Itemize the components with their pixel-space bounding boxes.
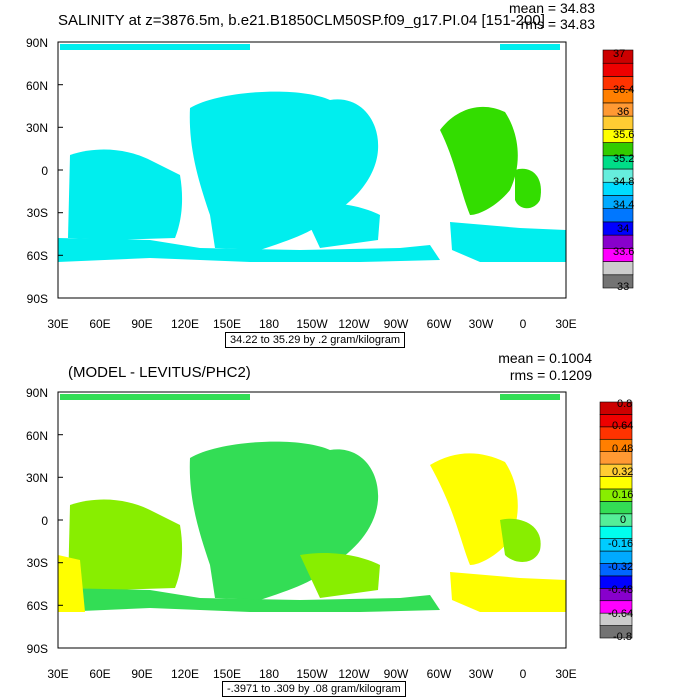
panel2-lon-label: 30W (469, 667, 494, 681)
panel1-colorbar-label: 34 (617, 223, 629, 235)
panel1-map: 90N 60N 30N 0 30S 60S 90S 30E 60E 90E 12… (26, 36, 634, 331)
panel2-colorbar-label: -0.16 (608, 538, 633, 550)
panel2-lon-label: 90E (131, 667, 152, 681)
panel2-rms: rms = 0.1209 (509, 367, 592, 383)
panel1-colorbar-label: 37 (613, 48, 625, 60)
panel1-lon-label: 30W (469, 317, 494, 331)
panel1-x-axis: 30E 60E 90E 120E 150E 180 150W 120W 90W … (47, 317, 576, 331)
panel1-lon-label: 120W (338, 317, 370, 331)
colorbar-swatch (602, 62, 634, 77)
panel1-lon-label: 90W (384, 317, 409, 331)
panel2-x-axis: 30E 60E 90E 120E 150E 180 150W 120W 90W … (47, 667, 576, 681)
panel2-ocean-field (58, 394, 566, 612)
panel2-map: 90N 60N 30N 0 30S 60S 90S 30E 60E 90E 12… (26, 386, 633, 681)
colorbar-swatch (602, 115, 634, 130)
panel1-lat-label: 90S (27, 292, 48, 306)
panel1-colorbar-label: 36 (617, 106, 629, 118)
panel1-colorbar (602, 49, 634, 289)
panel2-colorbar-label: 0.64 (612, 420, 633, 432)
panel2-lat-label: 60S (27, 599, 48, 613)
panel2-lat-label: 30N (26, 471, 48, 485)
panel1-colorbar-label: 34.8 (613, 176, 634, 188)
panel2-y-axis: 90N 60N 30N 0 30S 60S 90S (26, 386, 63, 656)
panel1-colorbar-label: 33 (617, 281, 629, 293)
colorbar-swatch (599, 401, 633, 415)
panel2-lon-label: 30E (555, 667, 576, 681)
panel1-mean: mean = 34.83 (508, 0, 595, 16)
panel2-colorbar-labels: 0.8 0.64 0.48 0.32 0.16 0 -0.16 -0.32 -0… (608, 398, 633, 643)
panel2-lon-label: 150W (296, 667, 328, 681)
panel2-lon-label: 30E (47, 667, 68, 681)
panel2-mean: mean = 0.1004 (498, 350, 592, 366)
panel2-colorbar-label: -0.64 (608, 608, 633, 620)
panel2-lon-label: 60W (427, 667, 452, 681)
panel2-colorbar-label: -0.8 (613, 631, 632, 643)
colorbar-swatch (599, 513, 633, 527)
panel2-lat-label: 90S (27, 642, 48, 656)
panel2-colorbar-label: 0.16 (612, 489, 633, 501)
panel1-colorbar-labels: 37 36.4 36 35.6 35.2 34.8 34.4 34 33.6 3… (613, 48, 634, 293)
panel1-ocean-field (58, 44, 566, 262)
panel2-lon-label: 0 (520, 667, 527, 681)
panel1-caption: 34.22 to 35.29 by .2 gram/kilogram (225, 332, 405, 348)
panel2-colorbar-label: 0.8 (617, 398, 632, 410)
panel2-title: (MODEL - LEVITUS/PHC2) (68, 364, 251, 381)
panel2-lon-label: 150E (213, 667, 241, 681)
colorbar-swatch (599, 501, 633, 515)
panel1-lat-label: 30S (27, 206, 48, 220)
panel2-colorbar-label: 0.48 (612, 443, 633, 455)
panel1-lat-label: 90N (26, 36, 48, 50)
panel1-lat-label: 60N (26, 79, 48, 93)
panel2-colorbar-label: 0 (620, 514, 626, 526)
panel2-caption: -.3971 to .309 by .08 gram/kilogram (222, 681, 406, 697)
panel1-lon-label: 90E (131, 317, 152, 331)
panel1-lon-label: 30E (47, 317, 68, 331)
panel1-lon-label: 120E (171, 317, 199, 331)
panel2-colorbar (599, 401, 633, 639)
panel1-lon-label: 30E (555, 317, 576, 331)
panel2-lon-label: 60E (89, 667, 110, 681)
panel1-colorbar-label: 33.6 (613, 246, 634, 258)
colorbar-swatch (602, 49, 634, 64)
panel1-lon-label: 60W (427, 317, 452, 331)
panel1-rms: rms = 34.83 (520, 16, 595, 32)
panel1-lon-label: 60E (89, 317, 110, 331)
colorbar-swatch (599, 476, 633, 490)
panel1-colorbar-label: 35.2 (613, 153, 634, 165)
panel1-y-axis: 90N 60N 30N 0 30S 60S 90S (26, 36, 63, 306)
panel1-lon-label: 0 (520, 317, 527, 331)
panel1-lon-label: 180 (259, 317, 279, 331)
colorbar-swatch (599, 525, 633, 539)
panel2-lon-label: 120W (338, 667, 370, 681)
panel2-lat-label: 30S (27, 556, 48, 570)
panel1-colorbar-label: 35.6 (613, 129, 634, 141)
panel1-title: SALINITY at z=3876.5m, b.e21.B1850CLM50S… (58, 12, 545, 29)
colorbar-swatch (602, 261, 634, 276)
panel2-lon-label: 180 (259, 667, 279, 681)
panel2-lon-label: 90W (384, 667, 409, 681)
panel1-lon-label: 150W (296, 317, 328, 331)
panel2-lat-label: 0 (41, 514, 48, 528)
panel1-colorbar-label: 34.4 (613, 199, 634, 211)
panel2-colorbar-label: -0.48 (608, 584, 633, 596)
panel2-colorbar-label: 0.32 (612, 466, 633, 478)
panel1-lon-label: 150E (213, 317, 241, 331)
panel2-lon-label: 120E (171, 667, 199, 681)
panel2-lat-label: 60N (26, 429, 48, 443)
panel2-colorbar-label: -0.32 (608, 561, 633, 573)
panel1-lat-label: 30N (26, 121, 48, 135)
panel1-colorbar-label: 36.4 (613, 84, 634, 96)
panel1-lat-label: 60S (27, 249, 48, 263)
panel1-lat-label: 0 (41, 164, 48, 178)
panel2-lat-label: 90N (26, 386, 48, 400)
